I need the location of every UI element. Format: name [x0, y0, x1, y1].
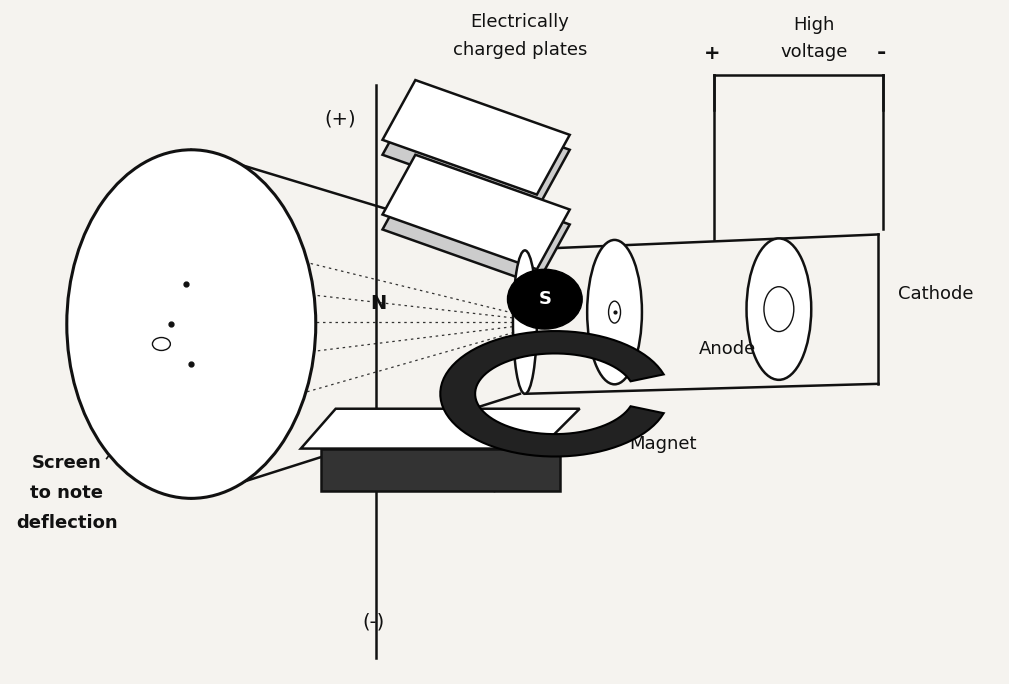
- Text: Screen: Screen: [32, 454, 102, 473]
- Polygon shape: [382, 95, 570, 209]
- Text: charged plates: charged plates: [453, 41, 587, 60]
- Text: voltage: voltage: [780, 43, 848, 61]
- Ellipse shape: [513, 250, 537, 394]
- Text: +: +: [704, 44, 720, 63]
- Polygon shape: [382, 155, 570, 269]
- Ellipse shape: [764, 287, 794, 332]
- Ellipse shape: [587, 240, 642, 384]
- Text: to note: to note: [30, 484, 103, 502]
- Polygon shape: [301, 409, 580, 449]
- Text: Electrically: Electrically: [470, 13, 569, 31]
- Ellipse shape: [67, 150, 316, 499]
- Polygon shape: [382, 170, 570, 285]
- Ellipse shape: [608, 301, 621, 323]
- Text: -: -: [877, 43, 886, 63]
- Text: Anode: Anode: [699, 340, 757, 358]
- Text: High: High: [793, 16, 834, 34]
- Text: Cathode: Cathode: [898, 285, 974, 303]
- Ellipse shape: [747, 239, 811, 380]
- Text: (-): (-): [362, 613, 384, 632]
- Text: deflection: deflection: [16, 514, 118, 532]
- Ellipse shape: [508, 269, 582, 329]
- Polygon shape: [440, 331, 664, 456]
- Text: S: S: [539, 290, 551, 308]
- Polygon shape: [321, 449, 560, 491]
- Text: Magnet: Magnet: [630, 434, 697, 453]
- Text: (+): (+): [325, 110, 356, 129]
- Text: N: N: [370, 294, 386, 313]
- Polygon shape: [382, 80, 570, 195]
